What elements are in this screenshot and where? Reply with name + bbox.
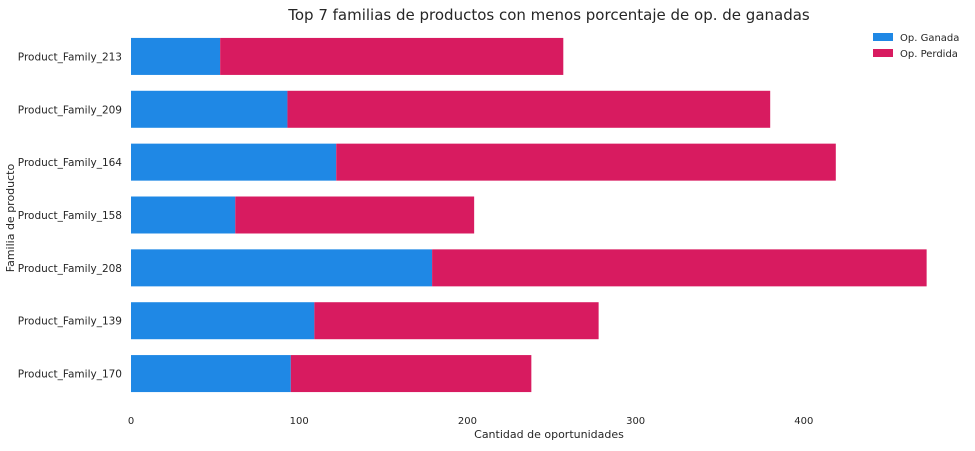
legend-label: Op. Ganada — [900, 33, 959, 44]
bar-perdida-Product_Family_158 — [235, 196, 475, 234]
y-tick-label: Product_Family_213 — [18, 51, 122, 63]
y-tick-label: Product_Family_170 — [18, 369, 122, 381]
x-tick-label: 100 — [290, 416, 309, 427]
y-tick-label: Product_Family_209 — [18, 104, 122, 116]
bars — [131, 37, 927, 393]
bar-ganada-Product_Family_213 — [131, 37, 221, 75]
x-tick-labels: 0 100 200 300 400 — [128, 416, 814, 427]
bar-ganada-Product_Family_170 — [131, 355, 291, 393]
x-tick-label: 200 — [458, 416, 477, 427]
legend-swatch-perdida — [873, 49, 893, 57]
x-tick-label: 300 — [626, 416, 645, 427]
bar-perdida-Product_Family_170 — [290, 355, 532, 393]
y-tick-label: Product_Family_139 — [18, 316, 122, 328]
bar-ganada-Product_Family_158 — [131, 196, 236, 234]
legend: Op. Ganada Op. Perdida — [873, 33, 959, 60]
bar-ganada-Product_Family_209 — [131, 90, 288, 128]
bar-ganada-Product_Family_139 — [131, 302, 315, 340]
chart-title: Top 7 familias de productos con menos po… — [287, 6, 810, 24]
bar-perdida-Product_Family_208 — [432, 249, 927, 287]
y-tick-label: Product_Family_158 — [18, 210, 122, 222]
bar-ganada-Product_Family_208 — [131, 249, 433, 287]
bar-perdida-Product_Family_164 — [336, 143, 836, 181]
y-tick-label: Product_Family_164 — [18, 157, 123, 169]
legend-swatch-ganada — [873, 33, 893, 41]
y-tick-label: Product_Family_208 — [18, 263, 122, 275]
y-axis-label: Familia de producto — [4, 164, 17, 273]
bar-perdida-Product_Family_209 — [287, 90, 771, 128]
bar-perdida-Product_Family_139 — [314, 302, 599, 340]
legend-label: Op. Perdida — [900, 49, 958, 60]
x-tick-label: 400 — [794, 416, 813, 427]
x-axis-label: Cantidad de oportunidades — [474, 428, 624, 441]
bar-ganada-Product_Family_164 — [131, 143, 337, 181]
y-tick-labels: Product_Family_213 Product_Family_209 Prod… — [18, 51, 123, 380]
x-tick-label: 0 — [128, 416, 134, 427]
bar-perdida-Product_Family_213 — [220, 37, 564, 75]
